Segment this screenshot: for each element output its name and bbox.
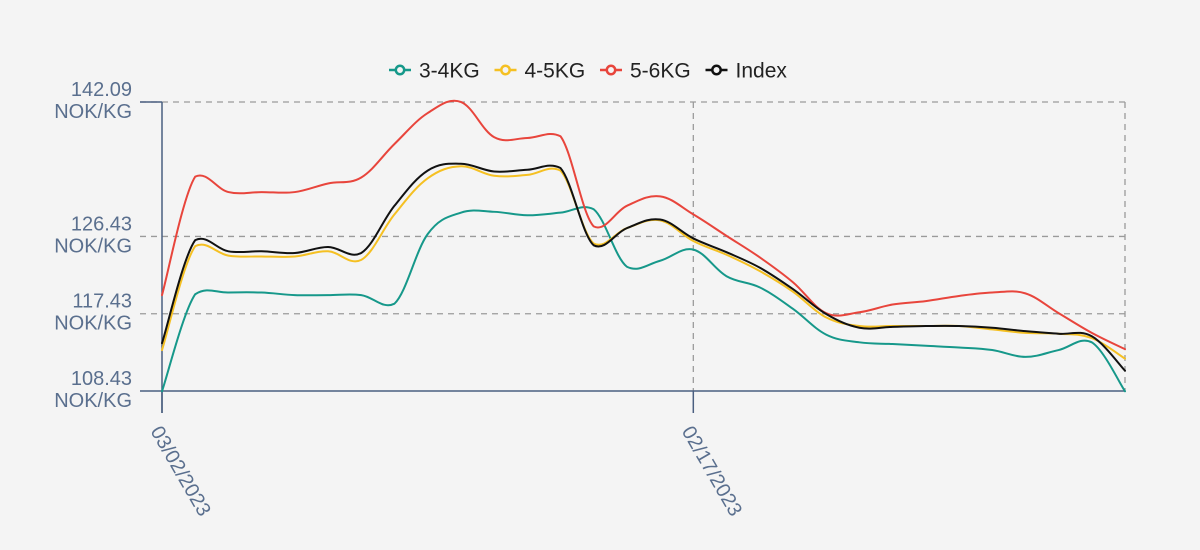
legend: 3-4KG 4-5KG 5-6KG Index [389, 60, 787, 83]
y-tick-value: 142.09 [71, 79, 132, 101]
y-tick-value: 108.43 [71, 368, 132, 390]
y-tick-label: 117.43 NOK/KG [54, 291, 132, 335]
legend-label: 5-6KG [630, 60, 691, 83]
x-tick-label: 03/02/2023 [146, 423, 215, 521]
y-tick-label: 142.09 NOK/KG [54, 79, 132, 123]
series-line-index [161, 162, 1126, 372]
x-tick-label: 02/17/2023 [677, 423, 746, 521]
series-line-3-4kg [161, 206, 1126, 393]
legend-marker [500, 64, 511, 76]
legend-label: 4-5KG [525, 60, 586, 83]
y-tick-value: 117.43 [72, 291, 132, 313]
legend-label: Index [736, 60, 788, 83]
grid-lines [140, 101, 1126, 391]
y-tick-label: 126.43 NOK/KG [54, 213, 132, 257]
y-tick-unit: NOK/KG [54, 101, 132, 123]
legend-label: 3-4KG [419, 60, 480, 83]
y-tick-value: 126.43 [71, 213, 132, 235]
legend-marker [394, 64, 406, 76]
legend-item-5-6kg: 5-6KG [600, 60, 691, 83]
series-line-5-6kg [161, 99, 1126, 351]
legend-item-3-4kg: 3-4KG [389, 60, 480, 83]
series-line-4-5kg [161, 165, 1126, 360]
series-lines [161, 99, 1126, 393]
y-tick-unit: NOK/KG [54, 390, 132, 412]
x-axis: 03/02/2023 02/17/2023 [140, 390, 1125, 521]
legend-item-4-5kg: 4-5KG [494, 60, 586, 83]
y-tick-unit: NOK/KG [54, 235, 132, 257]
y-tick-label: 108.43 NOK/KG [54, 368, 132, 412]
legend-marker [711, 64, 722, 76]
legend-item-index: Index [705, 60, 788, 83]
legend-marker [605, 64, 617, 76]
y-tick-unit: NOK/KG [54, 313, 132, 335]
